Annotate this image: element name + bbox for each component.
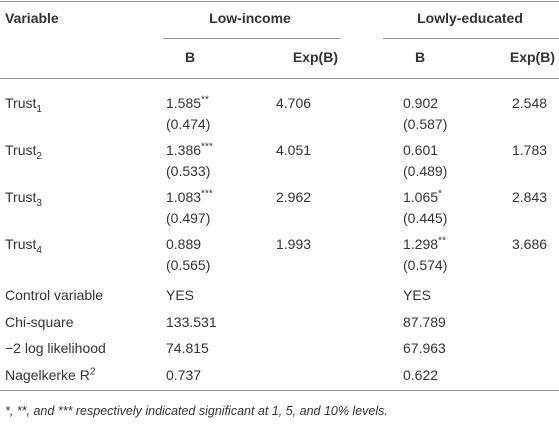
row-label: Chi-square — [5, 314, 73, 330]
value: 1.386 — [166, 142, 202, 158]
value: 0.889 — [166, 236, 202, 252]
value: 2.843 — [512, 189, 548, 205]
value: 74.815 — [166, 340, 209, 356]
cell: 1.298** — [403, 236, 446, 252]
cell: 1.783 — [512, 142, 547, 158]
value: 133.531 — [166, 314, 217, 330]
value: 4.706 — [276, 95, 312, 111]
cell: 2.843 — [512, 189, 547, 205]
label-text: −2 log likelihood — [5, 340, 106, 356]
cell: YES — [403, 287, 431, 303]
cell: YES — [166, 287, 194, 303]
value: YES — [166, 287, 195, 303]
value: 1.993 — [276, 236, 312, 252]
standard-error: (0.574) — [403, 257, 448, 273]
value: 0.902 — [403, 95, 439, 111]
standard-error: (0.489) — [403, 163, 448, 179]
cell: 133.531 — [166, 314, 217, 330]
value: 67.963 — [403, 340, 446, 356]
subheader: B — [184, 49, 196, 65]
label-text: Nagelkerke R — [5, 367, 90, 383]
value: 3.686 — [512, 236, 548, 252]
label-subscript: 1 — [36, 103, 42, 115]
significance: ** — [201, 94, 209, 106]
header: Variable — [5, 10, 59, 26]
cell: 0.889 — [166, 236, 201, 252]
cell: 1.065* — [403, 189, 442, 205]
label-text: Control variable — [5, 287, 104, 303]
cell: 1.585** — [166, 95, 209, 111]
rule — [0, 390, 559, 391]
standard-error: (0.474) — [166, 116, 211, 132]
row-label: Trust4 — [5, 236, 42, 255]
row-label: Nagelkerke R2 — [5, 367, 95, 383]
significance: *** — [201, 141, 213, 153]
rule — [163, 38, 340, 39]
label-text: Trust — [5, 142, 37, 158]
label-text: Trust — [5, 95, 37, 111]
cell: 0.601 — [403, 142, 438, 158]
value: 1.065 — [403, 189, 439, 205]
cell: 0.737 — [166, 367, 201, 383]
cell: 1.993 — [276, 236, 311, 252]
cell: 1.083*** — [166, 189, 213, 205]
value: 2.548 — [512, 95, 548, 111]
cell: 0.902 — [403, 95, 438, 111]
value: 1.783 — [512, 142, 548, 158]
group-header: Low-income — [209, 10, 291, 26]
cell: 4.706 — [276, 95, 311, 111]
row-label: −2 log likelihood — [5, 340, 106, 356]
cell: 1.386*** — [166, 142, 213, 158]
cell: 3.686 — [512, 236, 547, 252]
value: 1.083 — [166, 189, 202, 205]
label-superscript: 2 — [89, 366, 96, 378]
value: 1.298 — [403, 236, 439, 252]
subheader: Exp(B) — [292, 49, 338, 65]
standard-error: (0.497) — [166, 210, 211, 226]
standard-error: (0.445) — [403, 210, 448, 226]
cell: 4.051 — [276, 142, 311, 158]
cell: 2.962 — [276, 189, 311, 205]
rule — [383, 38, 559, 39]
subheader: B — [414, 49, 426, 65]
footnote: *, **, and *** respectively indicated si… — [5, 404, 388, 418]
significance: ** — [438, 235, 446, 247]
label-subscript: 3 — [36, 197, 42, 209]
significance: * — [438, 188, 442, 200]
row-label: Control variable — [5, 287, 103, 303]
value: 4.051 — [276, 142, 312, 158]
row-label: Trust2 — [5, 142, 42, 161]
label-text: Trust — [5, 189, 37, 205]
significance: *** — [201, 188, 213, 200]
standard-error: (0.533) — [166, 163, 211, 179]
value: 2.962 — [276, 189, 312, 205]
value: 0.737 — [166, 367, 202, 383]
group-header: Lowly-educated — [417, 10, 523, 26]
value: 0.601 — [403, 142, 439, 158]
label-subscript: 4 — [36, 244, 42, 256]
standard-error: (0.565) — [166, 257, 211, 273]
cell: 2.548 — [512, 95, 547, 111]
cell: 0.622 — [403, 367, 438, 383]
subheader: Exp(B) — [509, 49, 555, 65]
rule — [0, 1, 559, 2]
cell: 87.789 — [403, 314, 446, 330]
label-text: Chi-square — [5, 314, 74, 330]
cell: 74.815 — [166, 340, 209, 356]
standard-error: (0.587) — [403, 116, 448, 132]
row-label: Trust1 — [5, 95, 42, 114]
value: YES — [403, 287, 432, 303]
cell: 67.963 — [403, 340, 446, 356]
value: 0.622 — [403, 367, 439, 383]
rule — [0, 78, 559, 79]
value: 87.789 — [403, 314, 446, 330]
label-subscript: 2 — [36, 150, 42, 162]
row-label: Trust3 — [5, 189, 42, 208]
label-text: Trust — [5, 236, 37, 252]
value: 1.585 — [166, 95, 202, 111]
